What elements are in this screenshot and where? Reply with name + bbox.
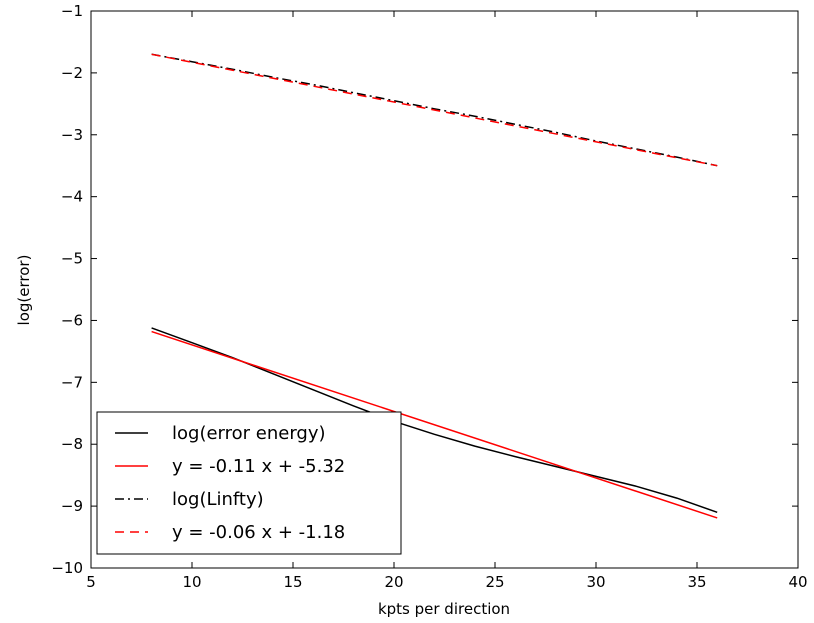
y-axis: −10 −9 −8 −7 −6 −5 −4 −3 −2 −1	[51, 2, 798, 577]
y-tick-label: −9	[61, 497, 83, 515]
y-tick-label: −5	[61, 250, 83, 268]
x-tick-label: 5	[86, 573, 96, 591]
legend-label: y = -0.06 x + -1.18	[172, 522, 345, 543]
legend-box	[96, 411, 402, 555]
legend-entry: y = -0.11 x + -5.32	[115, 456, 345, 477]
x-tick-label: 10	[182, 573, 201, 591]
legend-label: log(Linfty)	[172, 489, 264, 510]
y-tick-label: −6	[61, 311, 83, 329]
y-axis-label: log(error)	[15, 255, 33, 326]
legend-entry: log(Linfty)	[115, 489, 264, 510]
legend-entry: y = -0.06 x + -1.18	[115, 522, 345, 543]
y-tick-label: −4	[61, 188, 83, 206]
x-tick-label: 15	[283, 573, 302, 591]
x-tick-label: 40	[788, 573, 807, 591]
plot-lines	[151, 53, 718, 519]
y-tick-label: −2	[61, 64, 83, 82]
legend-label: y = -0.11 x + -5.32	[172, 456, 345, 477]
series-line-1	[151, 330, 718, 519]
x-tick-label: 25	[485, 573, 504, 591]
y-tick-label: −8	[61, 435, 83, 453]
plot-frame	[90, 10, 799, 569]
y-tick-label: −3	[61, 126, 83, 144]
series-line-3	[151, 53, 718, 167]
y-tick-label: −7	[61, 373, 83, 391]
y-tick-label: −10	[51, 559, 83, 577]
x-tick-label: 20	[384, 573, 403, 591]
legend-label: log(error energy)	[172, 423, 326, 444]
x-axis: 5 10 15 20 25 30 35 40	[86, 11, 808, 591]
series-line-2	[151, 53, 718, 167]
legend: log(error energy) y = -0.11 x + -5.32 lo…	[96, 411, 402, 555]
legend-entry: log(error energy)	[115, 423, 326, 444]
x-tick-label: 30	[586, 573, 605, 591]
x-axis-label: kpts per direction	[378, 600, 510, 618]
y-tick-label: −1	[61, 2, 83, 20]
x-tick-label: 35	[687, 573, 706, 591]
